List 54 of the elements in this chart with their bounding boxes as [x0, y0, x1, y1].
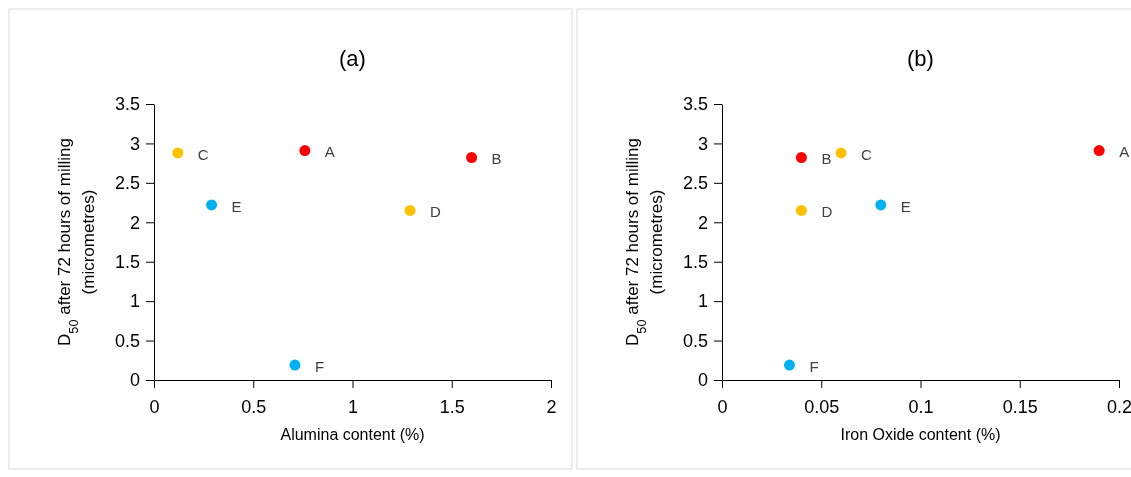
x-tick-label: 0.2	[1106, 396, 1131, 417]
y-tick-label: 1.5	[682, 251, 708, 272]
point	[1093, 145, 1105, 157]
annotation: C	[197, 145, 209, 163]
y-tick-label: 3.5	[114, 94, 140, 115]
y-tick-label: 1	[697, 291, 708, 312]
point	[875, 199, 887, 211]
annotation: D	[821, 203, 833, 221]
point	[466, 152, 478, 164]
point	[404, 204, 416, 216]
x-tick-label: 0.15	[1002, 396, 1038, 417]
point	[289, 359, 301, 371]
x-axis-title: Alumina content (%)	[280, 426, 425, 443]
x-tick-label: 0.1	[908, 396, 934, 417]
y-tick-label: 0	[129, 370, 140, 391]
chart-title: (b)	[907, 46, 934, 71]
annotation: A	[324, 143, 335, 161]
chart-title: (a)	[339, 46, 366, 71]
y-tick-label: 0	[697, 370, 708, 391]
annotation: E	[900, 197, 911, 215]
y-tick-label: 3	[129, 133, 140, 154]
point	[835, 147, 847, 159]
x-tick-label: 1	[347, 396, 359, 417]
y-tick-label: 0.5	[682, 330, 708, 351]
annotation: B	[491, 150, 502, 168]
x-axis-title: Iron Oxide content (%)	[840, 426, 1001, 443]
annotation: E	[231, 197, 242, 215]
annotation: A	[1119, 143, 1130, 161]
x-tick-label: 2	[546, 396, 557, 417]
point	[206, 199, 218, 211]
y-tick-label: 3.5	[682, 94, 708, 115]
point	[299, 145, 311, 157]
point	[172, 147, 184, 159]
x-tick-label: 0	[717, 396, 728, 417]
point	[795, 152, 807, 164]
y-tick-label: 0.5	[114, 330, 140, 351]
annotation: F	[314, 357, 325, 375]
point	[783, 359, 795, 371]
x-tick-label: 0.05	[804, 396, 840, 417]
annotation: C	[861, 145, 873, 163]
y-tick-label: 2.5	[114, 173, 140, 194]
x-tick-label: 0.5	[241, 396, 267, 417]
annotation: B	[821, 150, 832, 168]
x-tick-label: 1.5	[439, 396, 465, 417]
y-tick-label: 2	[697, 212, 708, 233]
annotation: D	[430, 203, 442, 221]
point	[795, 204, 807, 216]
y-tick-label: 2.5	[682, 173, 708, 194]
y-tick-label: 3	[697, 133, 708, 154]
y-tick-label: 1	[129, 291, 140, 312]
x-tick-label: 0	[149, 396, 160, 417]
annotation: F	[809, 357, 819, 375]
y-tick-label: 1.5	[114, 251, 140, 272]
y-tick-label: 2	[129, 212, 140, 233]
